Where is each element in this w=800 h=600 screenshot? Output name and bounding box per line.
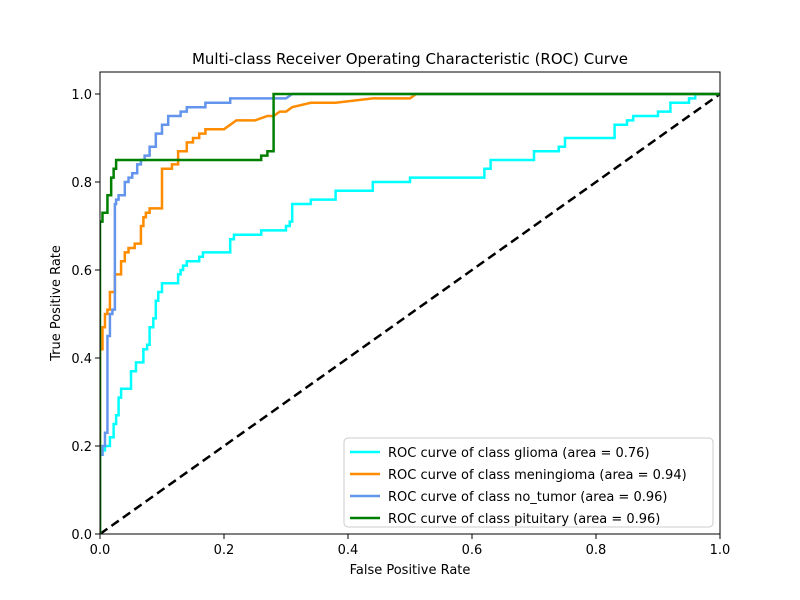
y-tick-label: 1.0: [71, 88, 92, 103]
plot-area: [100, 92, 720, 534]
y-axis-label: True Positive Rate: [49, 245, 64, 362]
chance-diagonal-line: [100, 92, 720, 534]
legend: ROC curve of class glioma (area = 0.76) R…: [343, 437, 714, 528]
legend-entry-label: ROC curve of class glioma (area = 0.76): [388, 446, 650, 461]
x-tick-label: 0.8: [586, 543, 607, 558]
x-tick-label: 0.6: [462, 543, 483, 558]
chart-title: Multi-class Receiver Operating Character…: [192, 50, 628, 68]
series-lines: [100, 92, 720, 534]
legend-box: [343, 437, 714, 528]
x-tick-label: 0.0: [90, 543, 111, 558]
x-tick-label: 1.0: [710, 543, 731, 558]
x-axis: 0.0 0.2 0.4 0.6 0.8 1.0: [90, 534, 731, 558]
series-line-glioma: [100, 92, 720, 534]
series-line-pituitary: [100, 92, 720, 534]
plot-frame: [99, 71, 721, 535]
y-tick-label: 0.4: [71, 352, 92, 367]
y-tick-label: 0.6: [71, 264, 92, 279]
y-tick-label: 0.2: [71, 440, 92, 455]
y-tick-label: 0.8: [71, 176, 92, 191]
legend-entry-label: ROC curve of class pituitary (area = 0.9…: [388, 512, 660, 527]
series-line-no-tumor: [100, 92, 720, 534]
x-axis-label: False Positive Rate: [350, 563, 471, 578]
y-axis: 0.0 0.2 0.4 0.6 0.8 1.0: [71, 88, 100, 543]
x-tick-label: 0.4: [338, 543, 359, 558]
x-tick-label: 0.2: [214, 543, 235, 558]
y-tick-label: 0.0: [71, 528, 92, 543]
legend-entry-label: ROC curve of class meningioma (area = 0.…: [388, 468, 687, 483]
legend-entry-label: ROC curve of class no_tumor (area = 0.96…: [388, 490, 667, 505]
